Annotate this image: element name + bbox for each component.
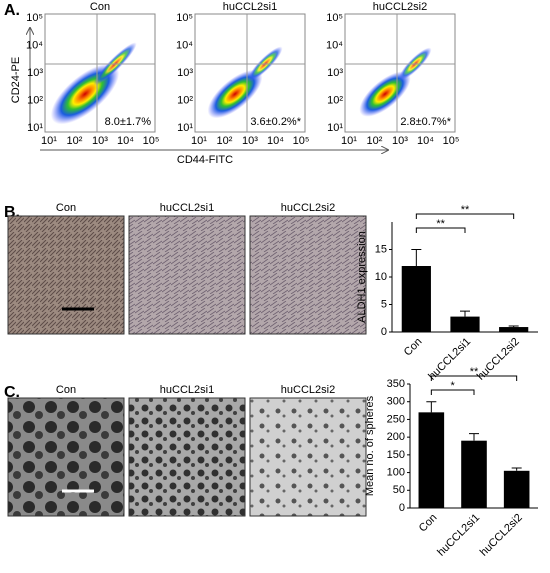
x-tick-label: Con [402, 336, 425, 359]
image-title: huCCL2si1 [160, 202, 214, 214]
y-tick-label: 200 [387, 431, 405, 443]
stat-label: 3.6±0.2%* [250, 116, 301, 128]
image-title: Con [56, 384, 76, 396]
x-tick-label: 10² [67, 135, 83, 147]
image-title: huCCL2si1 [160, 384, 214, 396]
y-tick-label: 10² [177, 94, 193, 106]
micrograph [7, 215, 125, 335]
image-title: Con [56, 202, 76, 214]
bar [450, 316, 480, 332]
y-tick-label: 150 [387, 449, 405, 461]
y-tick-label: 250 [387, 413, 405, 425]
x-tick-label: 10⁴ [117, 135, 134, 147]
x-tick-label: 10² [217, 135, 233, 147]
x-tick-label: 10¹ [341, 135, 357, 147]
significance-label: ** [436, 218, 445, 230]
y-tick-label: 15 [375, 243, 387, 255]
y-tick-label: 10¹ [177, 122, 193, 134]
y-tick-label: 10² [27, 94, 43, 106]
x-tick-label: 10⁴ [267, 135, 284, 147]
x-tick-label: 10¹ [191, 135, 207, 147]
y-tick-label: 350 [387, 378, 405, 390]
density-cloud [359, 71, 411, 117]
stat-label: 8.0±1.7% [105, 116, 152, 128]
significance-label: ** [461, 204, 470, 216]
y-tick-label: 10² [327, 94, 343, 106]
stat-label: 2.8±0.7%* [400, 116, 451, 128]
error-bar [411, 249, 422, 266]
micrograph [249, 215, 367, 335]
micrograph [7, 397, 125, 517]
significance-bracket [430, 375, 518, 381]
y-tick-label: 10⁵ [26, 12, 43, 24]
y-tick-label: 10¹ [27, 122, 43, 134]
error-bar [469, 433, 479, 441]
x-tick-label: 10³ [242, 135, 258, 147]
y-axis-label: ALDH1 expression [356, 231, 368, 323]
micrograph [128, 397, 246, 517]
y-tick-label: 10⁵ [326, 12, 343, 24]
x-tick-label: 10⁵ [143, 135, 160, 147]
significance-bracket [415, 213, 515, 219]
y-tick-label: 10³ [327, 67, 343, 79]
y-tick-label: 10³ [177, 67, 193, 79]
x-tick-label: huCCL2si2 [478, 512, 525, 559]
significance-bracket [415, 227, 466, 233]
significance-label: ** [470, 366, 479, 378]
image-title: huCCL2si2 [281, 384, 335, 396]
y-axis-label: CD24-PE [10, 57, 22, 103]
x-tick-label: huCCL2si1 [435, 512, 482, 559]
density-cloud [207, 69, 263, 119]
plot-title: huCCL2si1 [223, 1, 277, 13]
x-tick-label: 10³ [92, 135, 108, 147]
error-bar [511, 467, 522, 471]
y-tick-label: 5 [381, 298, 387, 310]
x-axis-label: CD44-FITC [177, 154, 233, 166]
y-axis-label: Mean no. of spheres [364, 395, 376, 496]
y-tick-label: 10³ [27, 67, 43, 79]
plot-title: Con [90, 1, 110, 13]
bar [503, 470, 530, 508]
significance-label: * [451, 380, 456, 392]
x-tick-label: 10³ [392, 135, 408, 147]
y-tick-label: 0 [381, 326, 387, 338]
x-tick-label: 10¹ [41, 135, 57, 147]
error-bar [426, 401, 437, 413]
significance-bracket [430, 389, 475, 395]
micrograph [249, 397, 367, 517]
y-tick-label: 0 [399, 502, 405, 514]
plot-title: huCCL2si2 [373, 1, 427, 13]
y-tick-label: 300 [387, 396, 405, 408]
image-title: huCCL2si2 [281, 202, 335, 214]
bar [499, 327, 529, 332]
bar [401, 266, 431, 332]
x-tick-label: 10⁵ [443, 135, 460, 147]
x-tick-label: Con [417, 512, 440, 535]
y-tick-label: 10⁴ [26, 39, 43, 51]
bar [418, 412, 445, 508]
micrograph [128, 215, 246, 335]
x-tick-label: 10² [367, 135, 383, 147]
x-tick-label: 10⁴ [417, 135, 434, 147]
y-tick-label: 10⁴ [326, 39, 343, 51]
panel-label: A. [4, 2, 20, 19]
y-tick-label: 50 [393, 484, 405, 496]
y-tick-label: 10 [375, 271, 387, 283]
bar [461, 440, 487, 508]
error-bar [460, 310, 470, 317]
x-tick-label: 10⁵ [293, 135, 310, 147]
y-tick-label: 10⁵ [176, 12, 193, 24]
panel-label: C. [4, 384, 20, 401]
y-tick-label: 100 [387, 466, 405, 478]
y-tick-label: 10⁴ [176, 39, 193, 51]
error-bar [508, 325, 519, 328]
y-tick-label: 10¹ [327, 122, 343, 134]
